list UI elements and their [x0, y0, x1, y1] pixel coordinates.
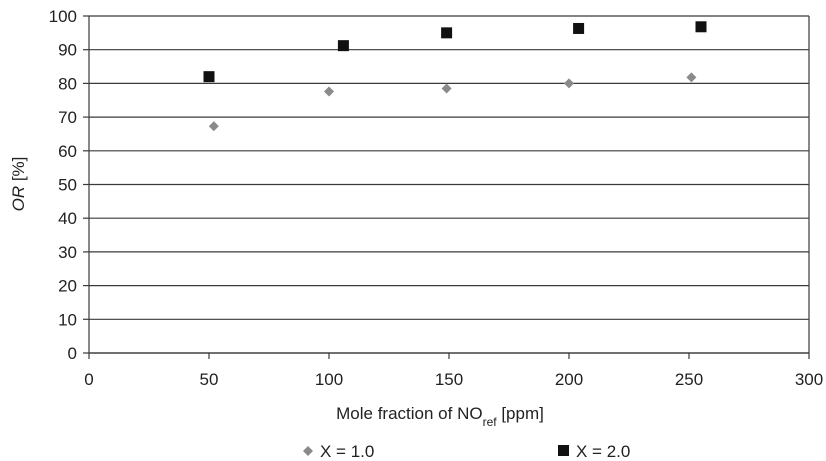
y-axis-title: OR [%]	[9, 157, 28, 212]
data-point-square-2-1	[203, 71, 215, 83]
data-point-square-2-3	[441, 27, 453, 39]
y-tick-label-30: 30	[58, 243, 77, 262]
legend-label-series-1: X = 1.0	[320, 442, 374, 461]
x-tick-label-50: 50	[200, 370, 219, 389]
x-axis-title: Mole fraction of NOref [ppm]	[336, 404, 544, 429]
data-point-diamond-1-2	[324, 86, 334, 97]
y-tick-label-100: 100	[49, 7, 77, 26]
y-tick-label-40: 40	[58, 209, 77, 228]
x-tick-labels: 0 50 100 150 200 250 300	[84, 370, 823, 389]
x-tick-label-150: 150	[435, 370, 463, 389]
y-tick-label-50: 50	[58, 176, 77, 195]
grid-lines	[89, 15, 809, 354]
data-point-square-2-5	[695, 21, 707, 33]
y-tick-label-20: 20	[58, 277, 77, 296]
y-tick-label-80: 80	[58, 74, 77, 93]
legend-item-series-2: X = 2.0	[558, 442, 630, 461]
legend-item-series-1: X = 1.0	[303, 442, 374, 461]
x-tick-label-250: 250	[675, 370, 703, 389]
data-points	[203, 21, 707, 132]
data-point-square-2-2	[337, 40, 349, 52]
legend-label-series-2: X = 2.0	[576, 442, 630, 461]
axes	[83, 15, 810, 359]
y-tick-label-70: 70	[58, 108, 77, 127]
legend: X = 1.0 X = 2.0	[303, 442, 630, 461]
legend-marker-diamond	[303, 446, 313, 456]
y-tick-label-0: 0	[68, 344, 77, 363]
x-tick-label-0: 0	[84, 370, 93, 389]
y-tick-labels: 0 10 20 30 40 50 60 70 80 90 100	[49, 7, 77, 363]
x-axis-title-unit: [ppm]	[497, 404, 544, 423]
y-axis-title-unit: [%]	[9, 157, 28, 186]
x-axis-title-main: Mole fraction of NO	[336, 404, 482, 423]
x-tick-label-300: 300	[795, 370, 823, 389]
data-point-diamond-1-1	[208, 121, 219, 132]
x-axis-title-subscript: ref	[483, 415, 498, 429]
data-point-diamond-1-3	[441, 83, 452, 94]
x-tick-label-200: 200	[555, 370, 583, 389]
data-point-square-2-4	[573, 22, 585, 34]
data-point-diamond-1-5	[686, 72, 697, 83]
y-tick-label-10: 10	[58, 310, 77, 329]
legend-marker-square	[558, 445, 569, 456]
data-point-diamond-1-4	[564, 78, 574, 89]
y-axis-title-italic: OR	[9, 186, 28, 212]
y-tick-label-60: 60	[58, 142, 77, 161]
y-tick-label-90: 90	[58, 41, 77, 60]
x-tick-label-100: 100	[315, 370, 343, 389]
